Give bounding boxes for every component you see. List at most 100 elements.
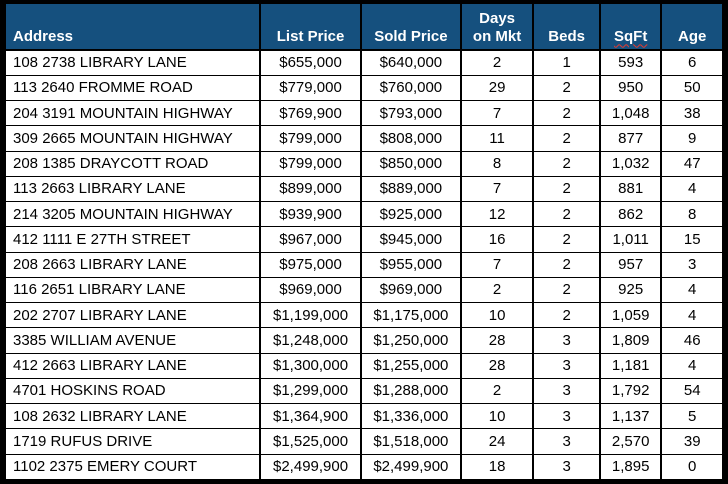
cell-list-price[interactable]: $939,900 (259, 200, 362, 228)
cell-beds[interactable]: 2 (532, 175, 601, 203)
cell-address[interactable]: 214 3205 MOUNTAIN HIGHWAY (3, 200, 262, 228)
cell-age[interactable]: 4 (660, 301, 724, 329)
cell-age[interactable]: 47 (660, 150, 724, 177)
cell-address[interactable]: 208 1385 DRAYCOTT ROAD (3, 150, 262, 177)
cell-days-on-mkt[interactable]: 7 (459, 99, 535, 127)
column-header-days-on-mkt[interactable]: Days on Mkt (459, 4, 535, 51)
cell-sqft[interactable]: 2,570 (598, 428, 663, 455)
cell-address[interactable]: 4701 HOSKINS ROAD (3, 377, 262, 405)
cell-list-price[interactable]: $975,000 (259, 251, 362, 278)
cell-address[interactable]: 412 1111 E 27TH STREET (3, 226, 262, 253)
cell-sqft[interactable]: 1,059 (598, 301, 663, 329)
cell-beds[interactable]: 3 (532, 352, 601, 379)
cell-list-price[interactable]: $769,900 (259, 99, 362, 127)
cell-sold-price[interactable]: $1,175,000 (359, 301, 462, 329)
cell-sqft[interactable]: 1,181 (598, 352, 663, 379)
cell-sold-price[interactable]: $925,000 (359, 200, 462, 228)
column-header-address[interactable]: Address (3, 4, 262, 51)
cell-days-on-mkt[interactable]: 12 (459, 200, 535, 228)
cell-sold-price[interactable]: $1,336,000 (359, 402, 462, 430)
cell-list-price[interactable]: $1,299,000 (259, 377, 362, 405)
cell-beds[interactable]: 2 (532, 276, 601, 304)
column-header-age[interactable]: Age (660, 4, 724, 51)
cell-sqft[interactable]: 877 (598, 125, 663, 152)
cell-age[interactable]: 0 (660, 453, 724, 480)
cell-address[interactable]: 208 2663 LIBRARY LANE (3, 251, 262, 278)
cell-sqft[interactable]: 950 (598, 74, 663, 102)
cell-list-price[interactable]: $899,000 (259, 175, 362, 203)
cell-sold-price[interactable]: $640,000 (359, 49, 462, 76)
cell-sold-price[interactable]: $793,000 (359, 99, 462, 127)
cell-age[interactable]: 50 (660, 74, 724, 102)
cell-sold-price[interactable]: $1,255,000 (359, 352, 462, 379)
cell-beds[interactable]: 2 (532, 200, 601, 228)
column-header-sqft[interactable]: SqFt (598, 4, 663, 51)
cell-address[interactable]: 412 2663 LIBRARY LANE (3, 352, 262, 379)
cell-list-price[interactable]: $1,364,900 (259, 402, 362, 430)
cell-sqft[interactable]: 925 (598, 276, 663, 304)
cell-sold-price[interactable]: $889,000 (359, 175, 462, 203)
cell-beds[interactable]: 2 (532, 301, 601, 329)
cell-beds[interactable]: 3 (532, 453, 601, 480)
cell-sqft[interactable]: 1,137 (598, 402, 663, 430)
cell-beds[interactable]: 2 (532, 251, 601, 278)
cell-sold-price[interactable]: $808,000 (359, 125, 462, 152)
cell-age[interactable]: 9 (660, 125, 724, 152)
cell-address[interactable]: 113 2663 LIBRARY LANE (3, 175, 262, 203)
cell-sold-price[interactable]: $2,499,900 (359, 453, 462, 480)
cell-beds[interactable]: 3 (532, 402, 601, 430)
cell-sold-price[interactable]: $955,000 (359, 251, 462, 278)
cell-address[interactable]: 113 2640 FROMME ROAD (3, 74, 262, 102)
cell-days-on-mkt[interactable]: 2 (459, 377, 535, 405)
cell-address[interactable]: 108 2632 LIBRARY LANE (3, 402, 262, 430)
cell-list-price[interactable]: $1,525,000 (259, 428, 362, 455)
cell-address[interactable]: 108 2738 LIBRARY LANE (3, 49, 262, 76)
cell-beds[interactable]: 2 (532, 226, 601, 253)
cell-sold-price[interactable]: $1,518,000 (359, 428, 462, 455)
cell-days-on-mkt[interactable]: 24 (459, 428, 535, 455)
cell-days-on-mkt[interactable]: 16 (459, 226, 535, 253)
cell-address[interactable]: 1719 RUFUS DRIVE (3, 428, 262, 455)
cell-beds[interactable]: 2 (532, 125, 601, 152)
cell-sold-price[interactable]: $760,000 (359, 74, 462, 102)
cell-sold-price[interactable]: $945,000 (359, 226, 462, 253)
cell-days-on-mkt[interactable]: 10 (459, 402, 535, 430)
cell-list-price[interactable]: $799,000 (259, 125, 362, 152)
cell-sqft[interactable]: 862 (598, 200, 663, 228)
cell-days-on-mkt[interactable]: 29 (459, 74, 535, 102)
column-header-list-price[interactable]: List Price (259, 4, 362, 51)
cell-age[interactable]: 4 (660, 276, 724, 304)
cell-list-price[interactable]: $779,000 (259, 74, 362, 102)
cell-sqft[interactable]: 1,032 (598, 150, 663, 177)
cell-address[interactable]: 116 2651 LIBRARY LANE (3, 276, 262, 304)
cell-age[interactable]: 46 (660, 327, 724, 354)
cell-sqft[interactable]: 593 (598, 49, 663, 76)
cell-list-price[interactable]: $799,000 (259, 150, 362, 177)
cell-days-on-mkt[interactable]: 28 (459, 327, 535, 354)
cell-list-price[interactable]: $969,000 (259, 276, 362, 304)
cell-beds[interactable]: 2 (532, 99, 601, 127)
cell-days-on-mkt[interactable]: 2 (459, 276, 535, 304)
cell-sqft[interactable]: 1,792 (598, 377, 663, 405)
cell-days-on-mkt[interactable]: 10 (459, 301, 535, 329)
cell-sqft[interactable]: 1,895 (598, 453, 663, 480)
cell-sqft[interactable]: 881 (598, 175, 663, 203)
cell-beds[interactable]: 1 (532, 49, 601, 76)
cell-age[interactable]: 4 (660, 175, 724, 203)
cell-days-on-mkt[interactable]: 2 (459, 49, 535, 76)
cell-age[interactable]: 54 (660, 377, 724, 405)
cell-address[interactable]: 309 2665 MOUNTAIN HIGHWAY (3, 125, 262, 152)
cell-age[interactable]: 3 (660, 251, 724, 278)
cell-beds[interactable]: 2 (532, 74, 601, 102)
cell-beds[interactable]: 3 (532, 428, 601, 455)
cell-address[interactable]: 3385 WILLIAM AVENUE (3, 327, 262, 354)
cell-sqft[interactable]: 1,011 (598, 226, 663, 253)
column-header-beds[interactable]: Beds (532, 4, 601, 51)
cell-age[interactable]: 4 (660, 352, 724, 379)
cell-age[interactable]: 39 (660, 428, 724, 455)
cell-sqft[interactable]: 1,809 (598, 327, 663, 354)
cell-age[interactable]: 6 (660, 49, 724, 76)
cell-sold-price[interactable]: $969,000 (359, 276, 462, 304)
cell-days-on-mkt[interactable]: 18 (459, 453, 535, 480)
cell-days-on-mkt[interactable]: 7 (459, 175, 535, 203)
